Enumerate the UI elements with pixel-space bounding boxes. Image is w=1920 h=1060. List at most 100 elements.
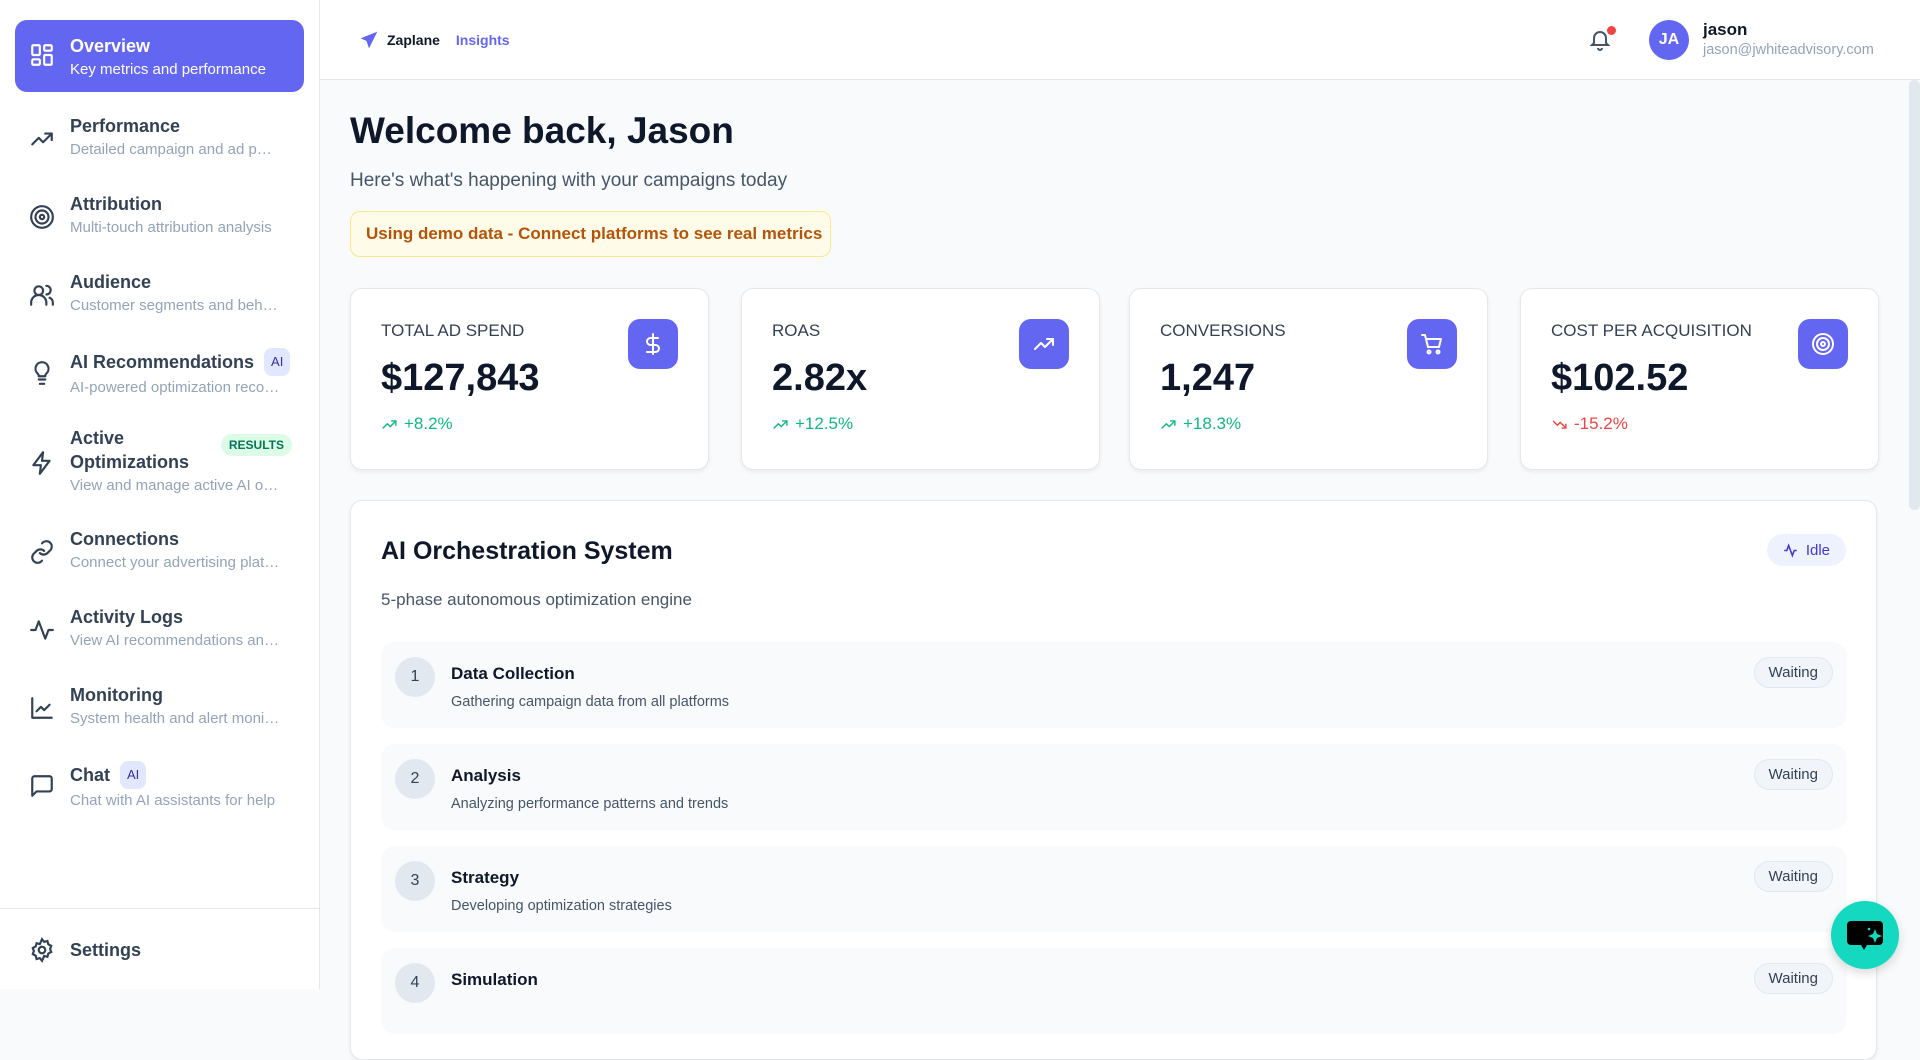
metric-icon-box xyxy=(628,319,678,369)
layout-grid-icon xyxy=(31,44,53,66)
top-header: Zaplane Insights JA jason jason@jwhitead… xyxy=(320,0,1920,80)
sidebar-item-performance[interactable]: Performance Detailed campaign and ad per… xyxy=(15,100,304,172)
trend-up-icon xyxy=(1161,419,1176,429)
sidebar-item-label: Overview xyxy=(70,36,151,56)
notifications-button[interactable] xyxy=(1588,26,1616,54)
sidebar-item-label: Active Optimizations xyxy=(70,428,190,472)
cart-icon xyxy=(1421,334,1442,355)
phase-row: 2 Analysis Analyzing performance pattern… xyxy=(381,744,1847,830)
trending-up-icon xyxy=(31,132,53,146)
product-name: Insights xyxy=(455,32,510,48)
metric-card: ROAS 2.82x +12.5% xyxy=(741,288,1100,470)
metric-icon-box xyxy=(1798,319,1848,369)
phase-row: 3 Strategy Developing optimization strat… xyxy=(381,846,1847,932)
sidebar-item-subtitle: Detailed campaign and ad performance xyxy=(70,141,280,158)
phase-number: 3 xyxy=(395,861,435,901)
trend-up-icon xyxy=(382,419,397,429)
trend-down-icon xyxy=(1552,419,1567,429)
sidebar-item-label: AI Recommendations xyxy=(70,352,255,372)
sidebar-item-label: Monitoring xyxy=(70,685,163,705)
user-email: jason@jwhiteadvisory.com xyxy=(1703,42,1874,58)
target-icon xyxy=(30,205,54,229)
sidebar-item-settings[interactable]: Settings xyxy=(15,937,304,963)
chat-fab-button[interactable] xyxy=(1831,901,1899,969)
message-square-icon xyxy=(31,775,53,797)
activity-icon xyxy=(1784,542,1797,558)
phase-number: 2 xyxy=(395,759,435,799)
sidebar-item-monitoring[interactable]: Monitoring System health and alert monit… xyxy=(15,669,304,741)
metric-label: CONVERSIONS xyxy=(1160,321,1286,340)
metric-icon-box xyxy=(1019,319,1069,369)
metric-label: COST PER ACQUISITION xyxy=(1551,321,1752,340)
phase-description: Gathering campaign data from all platfor… xyxy=(451,694,730,710)
avatar[interactable]: JA xyxy=(1649,20,1689,60)
sidebar-item-label: Audience xyxy=(70,272,152,292)
orchestration-title: AI Orchestration System xyxy=(381,537,673,565)
phase-row: 4 Simulation Waiting xyxy=(381,948,1847,1034)
demo-data-banner: Using demo data - Connect platforms to s… xyxy=(350,211,831,257)
sidebar-item-label: Activity Logs xyxy=(70,607,184,627)
metric-value: $127,843 xyxy=(381,357,540,399)
metric-change: +18.3% xyxy=(1183,414,1242,433)
page-subtitle: Here's what's happening with your campai… xyxy=(350,170,788,191)
phase-title: Data Collection xyxy=(451,664,575,683)
gear-icon xyxy=(31,937,53,963)
brand-logo[interactable]: Zaplane Insights xyxy=(359,30,510,50)
orchestration-status-badge: Idle xyxy=(1766,534,1846,566)
bell-icon xyxy=(1589,31,1611,51)
sidebar-item-activity-logs[interactable]: Activity Logs View AI recommendations an… xyxy=(15,591,304,663)
metric-label: TOTAL AD SPEND xyxy=(381,321,525,340)
sidebar-item-audience[interactable]: Audience Customer segments and behavior xyxy=(15,256,304,328)
plane-icon xyxy=(360,31,378,49)
line-chart-icon xyxy=(31,697,53,719)
results-badge: RESULTS xyxy=(220,434,292,456)
phase-number: 1 xyxy=(395,657,435,697)
metric-value: 2.82x xyxy=(772,357,868,399)
phase-status-badge: Waiting xyxy=(1753,759,1833,790)
phase-status-badge: Waiting xyxy=(1753,861,1833,892)
orchestration-card: AI Orchestration System Idle 5-phase aut… xyxy=(350,500,1877,1060)
phase-number: 4 xyxy=(395,963,435,1003)
lightbulb-icon xyxy=(34,361,50,385)
sidebar-item-active-optimizations[interactable]: Active Optimizations RESULTS View and ma… xyxy=(15,412,304,510)
sidebar-item-connections[interactable]: Connections Connect your advertising pla… xyxy=(15,513,304,585)
sidebar-item-label: Connections xyxy=(70,529,180,549)
metric-change: +12.5% xyxy=(795,414,854,433)
notification-dot xyxy=(1607,26,1616,35)
scrollbar[interactable] xyxy=(1909,80,1920,510)
orchestration-status: Idle xyxy=(1805,541,1830,559)
phase-description: Developing optimization strategies xyxy=(451,898,672,914)
brand-name: Zaplane xyxy=(387,32,440,48)
page-title: Welcome back, Jason xyxy=(350,110,734,151)
sidebar-item-subtitle: System health and alert monitoring xyxy=(70,710,280,727)
sidebar: Overview Key metrics and performance Per… xyxy=(0,0,320,989)
sidebar-item-chat[interactable]: Chat AI Chat with AI assistants for help xyxy=(15,747,304,819)
metric-icon-box xyxy=(1407,319,1457,369)
sidebar-item-label: Chat xyxy=(70,765,110,785)
users-icon xyxy=(30,284,54,306)
sidebar-item-attribution[interactable]: Attribution Multi-touch attribution anal… xyxy=(15,178,304,250)
link-icon xyxy=(31,540,53,564)
sidebar-item-label: Attribution xyxy=(70,194,162,214)
phase-title: Analysis xyxy=(451,766,521,785)
sidebar-item-subtitle: Customer segments and behavior xyxy=(70,297,280,314)
metric-change: -15.2% xyxy=(1574,414,1628,433)
sidebar-divider xyxy=(0,908,319,909)
sidebar-item-overview[interactable]: Overview Key metrics and performance xyxy=(15,20,304,92)
ai-badge: AI xyxy=(264,348,291,376)
sidebar-item-ai-recommendations[interactable]: AI Recommendations AI AI-powered optimiza… xyxy=(15,334,304,406)
sidebar-item-label: Performance xyxy=(70,116,181,136)
metric-card: COST PER ACQUISITION $102.52 -15.2% xyxy=(1520,288,1879,470)
sidebar-item-subtitle: Key metrics and performance xyxy=(70,61,266,78)
metric-change: +8.2% xyxy=(404,414,453,433)
sidebar-item-subtitle: Connect your advertising platforms xyxy=(70,554,280,571)
target-icon xyxy=(1812,333,1834,355)
orchestration-subtitle: 5-phase autonomous optimization engine xyxy=(381,590,692,609)
trending-up-icon xyxy=(1034,338,1054,350)
phase-status-badge: Waiting xyxy=(1753,963,1833,994)
ai-chat-icon xyxy=(1847,921,1883,950)
metric-card: TOTAL AD SPEND $127,843 +8.2% xyxy=(350,288,709,470)
metric-label: ROAS xyxy=(772,321,821,340)
sidebar-item-subtitle: AI-powered optimization recommendations xyxy=(70,379,280,396)
